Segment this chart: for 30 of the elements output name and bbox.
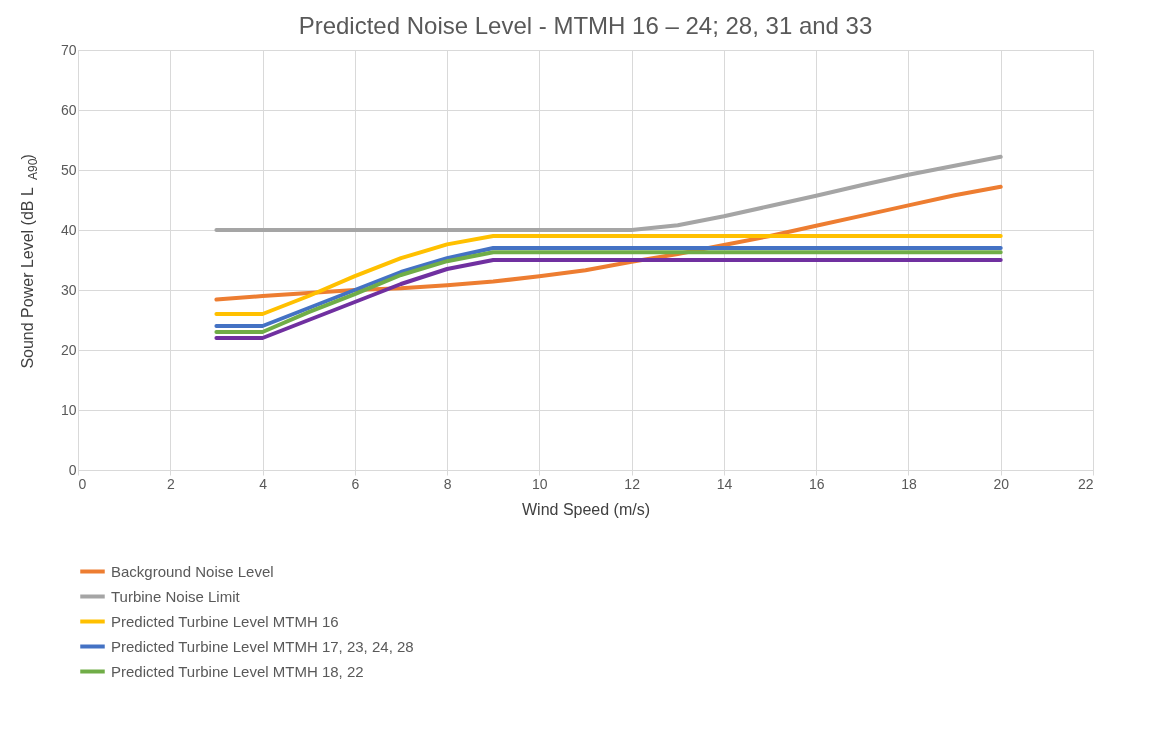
x-tick-label: 16 — [808, 475, 825, 492]
y-tick-label: 40 — [60, 221, 77, 238]
line-series — [214, 154, 1003, 232]
y-tick-label: 0 — [68, 461, 77, 478]
legend-label: Predicted Turbine Level MTMH 18, 22 — [111, 662, 364, 680]
legend-label: Predicted Turbine Level MTMH 16 — [111, 612, 339, 630]
y-tick-label: 20 — [60, 341, 77, 358]
x-axis-title: Wind Speed (m/s) — [521, 500, 651, 518]
line-series — [214, 234, 1003, 316]
x-tick-label: 10 — [532, 475, 548, 492]
x-tick-label: 4 — [259, 475, 268, 492]
y-tick-label: 60 — [60, 101, 77, 118]
x-tick-label: 2 — [166, 475, 175, 492]
x-tick-label: 6 — [351, 475, 360, 492]
x-tick-label: 14 — [716, 475, 733, 492]
y-tick-label: 30 — [60, 281, 77, 298]
y-axis-title: Sound Power Level (dB LA90) — [19, 154, 40, 369]
x-tick-label: 12 — [624, 475, 641, 492]
legend-label: Turbine Noise Limit — [111, 587, 241, 605]
x-tick-label: 20 — [993, 475, 1010, 492]
chart-title: Predicted Noise Level - MTMH 16 – 24; 28, 31 and 33 — [298, 12, 873, 39]
x-tick-label: 22 — [1077, 475, 1094, 492]
y-tick-label: 50 — [60, 161, 77, 178]
y-tick-label: 10 — [60, 401, 77, 418]
legend-label: Background Noise Level — [111, 562, 274, 580]
y-tick-label: 70 — [60, 41, 77, 58]
x-tick-label: 18 — [901, 475, 917, 492]
legend-label: Predicted Turbine Level MTMH 17, 23, 24, 28 — [111, 637, 414, 655]
x-tick-label: 8 — [443, 475, 452, 492]
line-series — [214, 258, 1003, 340]
